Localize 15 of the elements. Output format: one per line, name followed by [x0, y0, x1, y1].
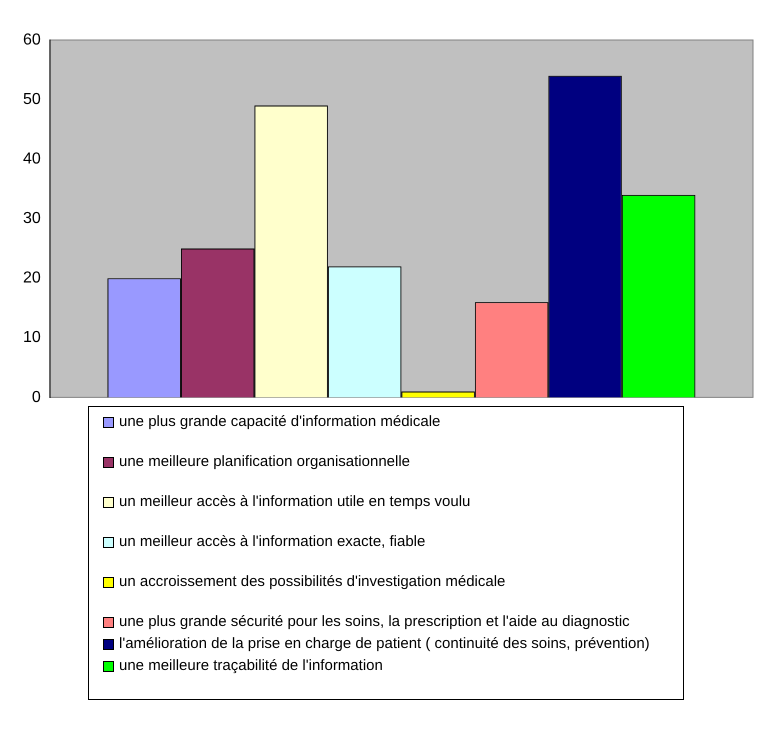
y-tick-label: 60: [23, 31, 41, 48]
legend-label: une meilleure planification organisationnelle: [119, 452, 410, 472]
y-tick-label: 10: [23, 329, 41, 346]
legend-label: une meilleure traçabilité de l'information: [119, 656, 383, 676]
legend-label: un meilleur accès à l'information exacte, fiable: [119, 532, 426, 552]
y-tick-label: 50: [23, 90, 41, 108]
legend-label: un accroissement des possibilités d'investigation médicale: [119, 572, 506, 592]
legend-label: une plus grande capacité d'information médicale: [119, 412, 440, 432]
y-tick-label: 30: [23, 210, 41, 228]
y-tick-label: 20: [23, 270, 41, 287]
legend-label: un meilleur accès à l'information utile en temps voulu: [119, 492, 470, 512]
legend-label: une plus grande sécurité pour les soins, la prescription et l'aide au diagnostic: [119, 612, 630, 632]
y-tick-label: 40: [23, 150, 41, 168]
legend-label: l'amélioration de la prise en charge de patient ( continuité des soins, prévention): [119, 634, 650, 654]
y-tick-label: 0: [32, 388, 41, 406]
